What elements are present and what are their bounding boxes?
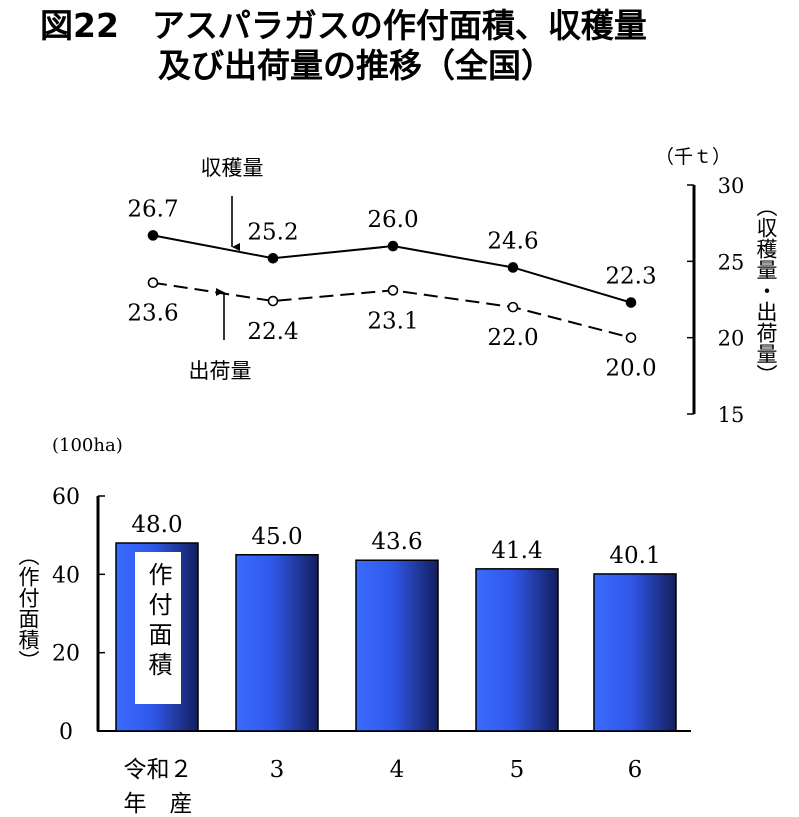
series-0-point-2 xyxy=(387,240,399,252)
series-0-point-0 xyxy=(147,230,159,241)
x-label-4: 6 xyxy=(628,757,643,783)
bar-chart-unit: (100ha) xyxy=(52,435,123,456)
bar-3 xyxy=(475,568,559,732)
chart-title: 図22 アスパラガスの作付面積、収穫量 及び出荷量の推移（全国） xyxy=(40,6,647,86)
bar-chart-axis-label: （作付面積） xyxy=(16,545,40,671)
line-chart-y-tick-label-25: 25 xyxy=(718,250,745,274)
line-chart: 15 20 25 30 （千ｔ） （収穫量・出荷量） 26.7 25.2 26.0 24.6… xyxy=(127,146,778,427)
series-1-value-label-4: 20.0 xyxy=(605,356,656,382)
series-0-point-4 xyxy=(625,297,637,308)
x-label-first-top: 令和２ xyxy=(124,757,193,783)
bar-value-label-0: 48.0 xyxy=(131,512,182,538)
series-0-value-label-4: 22.3 xyxy=(605,264,656,290)
bar-2 xyxy=(355,559,439,732)
x-labels: 3 4 5 6 xyxy=(270,757,643,783)
line-chart-y-tick-label-30: 30 xyxy=(718,174,745,198)
line-chart-y-tick-label-20: 20 xyxy=(718,327,745,351)
x-label-1: 3 xyxy=(270,757,285,783)
x-label-2: 4 xyxy=(390,757,405,783)
bar-inner-label-box xyxy=(135,552,181,704)
series-1-point-4 xyxy=(625,332,637,343)
series-1-value-label-1: 22.4 xyxy=(247,319,298,345)
line-chart-y-ticks: 15 20 25 30 xyxy=(687,174,744,427)
bar-chart-bars: 48.0 45.0 43.6 41.4 40.1 xyxy=(115,512,677,732)
series-0-value-label-0: 26.7 xyxy=(127,196,178,222)
bar-chart-y-ticks: 0 20 40 60 xyxy=(52,485,105,745)
bar-value-label-2: 43.6 xyxy=(371,529,422,555)
series-1-value-label-3: 22.0 xyxy=(487,325,538,351)
line-chart-series: 26.7 25.2 26.0 24.6 22.3 23.6 22.4 23.1 22.0 20.0 xyxy=(127,196,656,381)
series-0-value-label-3: 24.6 xyxy=(487,228,538,254)
series-0-value-label-1: 25.2 xyxy=(247,219,298,245)
series-0-point-1 xyxy=(267,252,279,264)
bar-value-label-3: 41.4 xyxy=(491,538,542,564)
bar-chart-y-tick-label-60: 60 xyxy=(52,485,80,510)
series-label-shukka: 出荷量 xyxy=(189,359,252,383)
series-1-point-1 xyxy=(267,295,279,307)
bar-chart-y-tick-label-40: 40 xyxy=(52,563,80,588)
bar-chart-axis-label-text: （作付面積） xyxy=(16,545,40,671)
x-label-3: 5 xyxy=(510,757,525,783)
bar-4 xyxy=(593,573,677,732)
line-chart-axis-label: （収穫量・出荷量） xyxy=(754,196,778,385)
series-1-point-0 xyxy=(147,277,159,289)
series-1-point-3 xyxy=(507,301,519,313)
line-chart-unit: （千ｔ） xyxy=(655,146,731,168)
series-0-value-label-2: 26.0 xyxy=(367,207,418,233)
bar-inner-label-text: 作付面積 xyxy=(144,562,172,682)
line-chart-axis-label-text: （収穫量・出荷量） xyxy=(754,196,778,385)
bar-value-label-4: 40.1 xyxy=(609,543,660,569)
series-label-shukaku: 収穫量 xyxy=(201,156,264,180)
bar-chart-y-tick-label-0: 0 xyxy=(59,720,73,745)
bar-value-label-1: 45.0 xyxy=(251,524,302,550)
x-label-first-bottom: 年 産 xyxy=(124,791,193,817)
chart-title-line2: 及び出荷量の推移（全国） xyxy=(158,46,554,85)
bar-1 xyxy=(235,554,319,732)
series-1-value-label-0: 23.6 xyxy=(127,301,178,327)
chart-title-line1: 図22 アスパラガスの作付面積、収穫量 xyxy=(40,6,647,45)
bar-inner-label: 作付面積 xyxy=(135,552,181,704)
line-chart-y-tick-label-15: 15 xyxy=(718,403,745,427)
series-0-point-3 xyxy=(507,262,519,273)
bar-chart-y-tick-label-20: 20 xyxy=(52,642,80,667)
series-1-point-2 xyxy=(387,285,399,296)
series-1-value-label-2: 23.1 xyxy=(367,308,418,334)
